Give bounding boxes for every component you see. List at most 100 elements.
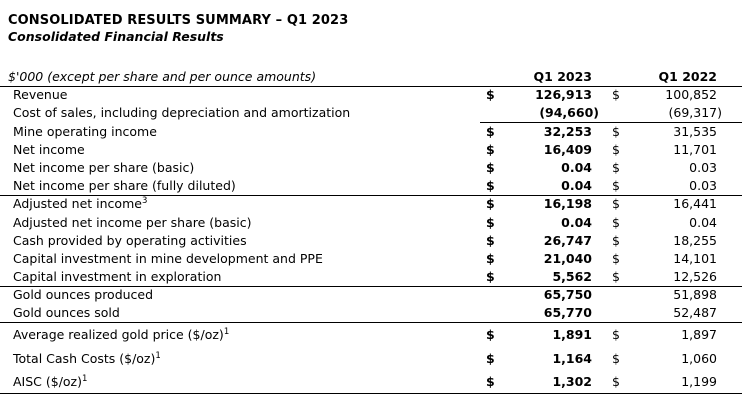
row-label: Revenue — [13, 87, 68, 103]
results-table-body: Revenue $126,913 $100,852 Cost of sales, in… — [0, 86, 742, 394]
row-label: Adjusted net income3 — [13, 196, 148, 212]
value-q1-2023: 26,747 — [543, 232, 592, 248]
currency-symbol-q1-2022: $ — [612, 250, 620, 266]
currency-symbol-q1-2023: $ — [486, 214, 495, 230]
value-q1-2023: 65,770 — [496, 304, 600, 323]
currency-symbol-q1-2022: $ — [612, 350, 620, 366]
currency-symbol-q1-2023 — [480, 286, 496, 304]
currency-symbol-q1-2023 — [480, 304, 496, 323]
footnote-ref: 1 — [223, 326, 230, 337]
page-title: CONSOLIDATED RESULTS SUMMARY – Q1 2023 — [8, 13, 349, 28]
row-label: Capital investment in exploration — [0, 267, 480, 287]
results-table: $'000 (except per share and per ounce am… — [0, 68, 742, 394]
row-label: Adjusted net income per share (basic) — [13, 214, 252, 230]
value-q1-2022: 0.03 — [620, 176, 742, 196]
value-q1-2022: 52,487 — [620, 304, 742, 323]
row-label: Gold ounces produced — [13, 287, 154, 303]
row-label: Cash provided by operating activities — [13, 232, 247, 248]
currency-symbol-q1-2023: $ — [486, 159, 495, 175]
row-label: Gold ounces sold — [0, 304, 480, 323]
value-q1-2022: 0.04 — [689, 214, 717, 230]
row-label: Capital investment in mine development a… — [13, 250, 323, 266]
header-spacer — [480, 68, 496, 87]
table-row: Capital investment in mine development a… — [0, 250, 742, 268]
table-row: Cost of sales, including depreciation an… — [0, 104, 742, 123]
value-q1-2022: 31,535 — [673, 123, 717, 139]
currency-symbol-q1-2023: $ — [486, 141, 495, 157]
row-label: Net income per share (fully diluted) — [0, 176, 480, 196]
value-q1-2023: 1,302 — [496, 369, 600, 394]
currency-symbol-q1-2022: $ — [612, 232, 620, 248]
currency-symbol-q1-2023: $ — [486, 327, 495, 343]
value-q1-2023: 16,198 — [543, 196, 592, 212]
table-row: Average realized gold price ($/oz)1 $1,89… — [0, 322, 742, 346]
footnote-ref: 3 — [141, 196, 148, 207]
value-q1-2023: 0.04 — [561, 159, 592, 175]
value-q1-2022: 51,898 — [673, 287, 717, 303]
table-row: Total Cash Costs ($/oz)1 $1,164 $1,060 — [0, 346, 742, 370]
value-q1-2022: 1,897 — [681, 327, 717, 343]
table-row: Revenue $126,913 $100,852 — [0, 86, 742, 104]
table-row: Adjusted net income per share (basic) $0.… — [0, 213, 742, 231]
value-q1-2023: 1,891 — [552, 327, 592, 343]
value-q1-2023: 1,164 — [552, 350, 592, 366]
currency-symbol-q1-2023: $ — [480, 176, 496, 196]
value-q1-2022: 18,255 — [673, 232, 717, 248]
currency-symbol-q1-2022: $ — [600, 176, 620, 196]
table-row: Gold ounces sold 65,770 52,487 — [0, 304, 742, 323]
value-q1-2022: 16,441 — [673, 196, 717, 212]
footnote-ref: 1 — [155, 350, 161, 361]
row-label: Average realized gold price ($/oz)1 — [13, 326, 230, 343]
value-q1-2023: 5,562 — [496, 267, 600, 287]
header-spacer — [600, 68, 620, 87]
value-q1-2023: 21,040 — [543, 250, 592, 266]
value-q1-2023: 0.04 — [561, 214, 592, 230]
table-row: Capital investment in exploration $5,562 $… — [0, 267, 742, 287]
table-row: Net income per share (basic) $0.04 $0.03 — [0, 159, 742, 177]
footnote-ref: 1 — [82, 373, 88, 384]
column-header-q1-2022: Q1 2022 — [620, 68, 742, 87]
value-q1-2022: 100,852 — [665, 87, 717, 103]
row-label: Total Cash Costs ($/oz)1 — [13, 350, 161, 366]
document-header: CONSOLIDATED RESULTS SUMMARY – Q1 2023 C… — [0, 0, 742, 45]
currency-symbol-q1-2022: $ — [612, 141, 620, 157]
value-q1-2023: 0.04 — [496, 176, 600, 196]
row-label: Mine operating income — [13, 123, 157, 139]
currency-symbol-q1-2022: $ — [612, 123, 620, 139]
currency-symbol-q1-2022: $ — [612, 327, 620, 343]
value-q1-2022: 14,101 — [673, 250, 717, 266]
table-row: Net income $16,409 $11,701 — [0, 141, 742, 159]
currency-symbol-q1-2023 — [480, 104, 496, 123]
table-row: Adjusted net income3 $16,198 $16,441 — [0, 195, 742, 213]
currency-symbol-q1-2023: $ — [486, 232, 495, 248]
currency-symbol-q1-2022 — [600, 304, 620, 323]
page-subtitle: Consolidated Financial Results — [8, 29, 224, 44]
currency-symbol-q1-2023: $ — [480, 369, 496, 394]
currency-symbol-q1-2022: $ — [600, 369, 620, 394]
unit-label: $'000 (except per share and per ounce am… — [0, 68, 480, 87]
table-row: Cash provided by operating activities $26… — [0, 232, 742, 250]
table-row: Mine operating income $32,253 $31,535 — [0, 122, 742, 140]
currency-symbol-q1-2023: $ — [486, 350, 495, 366]
value-q1-2023: 16,409 — [543, 141, 592, 157]
row-label: Net income per share (basic) — [13, 159, 195, 175]
value-q1-2023: 32,253 — [543, 123, 592, 139]
value-q1-2022: 0.03 — [689, 159, 717, 175]
currency-symbol-q1-2022: $ — [612, 159, 620, 175]
value-q1-2023: 65,750 — [543, 287, 592, 303]
currency-symbol-q1-2023: $ — [486, 87, 495, 103]
value-q1-2022: (69,317) — [620, 104, 742, 123]
currency-symbol-q1-2022: $ — [612, 214, 620, 230]
value-q1-2023: (94,660) — [496, 104, 600, 123]
column-header-q1-2023: Q1 2023 — [496, 68, 600, 87]
row-label: Net income — [13, 141, 85, 157]
currency-symbol-q1-2022 — [600, 104, 620, 123]
value-q1-2022: 11,701 — [673, 141, 717, 157]
value-q1-2022: 1,060 — [681, 350, 717, 366]
table-row: Gold ounces produced 65,750 51,898 — [0, 286, 742, 304]
value-q1-2023: 126,913 — [535, 87, 592, 103]
row-label: AISC ($/oz)1 — [0, 369, 480, 394]
value-q1-2022: 12,526 — [620, 267, 742, 287]
table-header-row: $'000 (except per share and per ounce am… — [0, 68, 742, 87]
